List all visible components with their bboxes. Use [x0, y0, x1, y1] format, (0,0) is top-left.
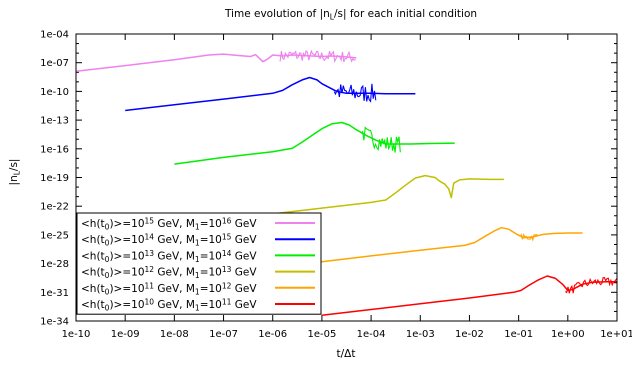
legend: <h(t0)>=1015 GeV, M1=1016 GeV<h(t0)>=101… — [76, 212, 322, 315]
series-line-1 — [76, 53, 357, 73]
y-tick-label: 1e-28 — [40, 259, 69, 270]
x-tick-label: 1e-07 — [209, 329, 238, 340]
series-line-6 — [321, 275, 617, 317]
y-tick-label: 1e-16 — [40, 144, 69, 155]
x-axis-label: t/Δt — [337, 348, 356, 360]
chart-title: Time evolution of |nL/s| for each initia… — [224, 8, 477, 22]
legend-label-3: <h(t0)>=1013 GeV, M1=1014 GeV — [81, 249, 257, 264]
y-tick-label: 1e-07 — [40, 58, 69, 69]
x-tick-label: 1e+01 — [600, 329, 632, 340]
legend-label-2: <h(t0)>=1014 GeV, M1=1015 GeV — [81, 233, 257, 248]
y-tick-label: 1e-25 — [40, 230, 69, 241]
x-tick-label: 1e-01 — [504, 329, 533, 340]
x-tick-label: 1e-06 — [258, 329, 287, 340]
y-tick-label: 1e-19 — [40, 173, 69, 184]
legend-box — [76, 212, 322, 315]
series-line-4 — [223, 174, 504, 221]
y-tick-label: 1e-22 — [40, 202, 69, 213]
series-oscillation-6 — [565, 277, 617, 294]
x-tick-label: 1e-02 — [455, 329, 484, 340]
legend-label-1: <h(t0)>=1015 GeV, M1=1016 GeV — [81, 217, 257, 232]
x-tick-label: 1e-04 — [357, 329, 386, 340]
x-tick-label: 1e-03 — [406, 329, 435, 340]
legend-label-4: <h(t0)>=1012 GeV, M1=1013 GeV — [81, 265, 257, 280]
x-tick-label: 1e+00 — [551, 329, 585, 340]
x-tick-label: 1e-05 — [307, 329, 336, 340]
y-tick-label: 1e-31 — [40, 288, 69, 299]
series-line-3 — [174, 121, 455, 165]
series-oscillation-1 — [279, 49, 356, 63]
series-line-5 — [272, 226, 583, 269]
series-oscillation-5 — [520, 233, 539, 242]
plot-frame — [75, 33, 618, 322]
series-line-2 — [125, 76, 416, 112]
x-tick-label: 1e-08 — [160, 329, 189, 340]
y-tick-label: 1e-13 — [40, 116, 69, 127]
legend-label-6: <h(t0)>=1010 GeV, M1=1011 GeV — [81, 298, 257, 313]
y-tick-label: 1e-10 — [40, 87, 69, 98]
x-tick-label: 1e-10 — [62, 329, 91, 340]
x-tick-label: 1e-09 — [111, 329, 140, 340]
legend-label-5: <h(t0)>=1011 GeV, M1=1012 GeV — [81, 281, 257, 296]
y-tick-label: 1e-04 — [40, 30, 69, 41]
series-oscillation-3 — [360, 126, 401, 153]
y-axis-label: |nL/s| — [8, 159, 22, 186]
y-tick-label: 1e-34 — [40, 317, 69, 328]
series-oscillation-2 — [333, 83, 377, 103]
